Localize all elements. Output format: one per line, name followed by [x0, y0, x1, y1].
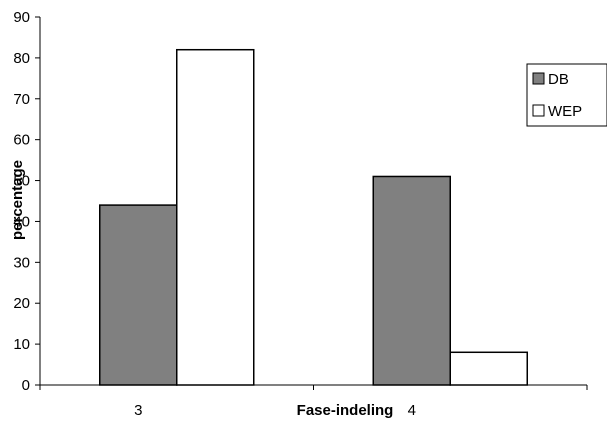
y-tick-label: 40 [13, 213, 30, 230]
bar-db-4 [372, 175, 451, 386]
y-axis-title: percentage [9, 160, 26, 240]
y-axis-ticks: 0 10 20 30 40 50 60 70 80 90 [13, 9, 40, 394]
bar-wep-3 [176, 48, 255, 386]
x-axis-title: Fase-indeling [297, 402, 394, 419]
legend-label-wep: WEP [548, 103, 582, 120]
y-tick-label: 50 [13, 173, 30, 190]
legend-swatch-db [532, 72, 545, 85]
x-tick-label: 4 [408, 402, 416, 419]
y-tick-label: 30 [13, 254, 30, 271]
bar-db-3 [99, 204, 178, 386]
x-tick-label: 3 [134, 402, 142, 419]
y-tick-label: 90 [13, 9, 30, 26]
bars [99, 48, 528, 386]
legend: DB WEP [526, 63, 607, 127]
bar-wep-4 [449, 351, 528, 386]
legend-label-db: DB [548, 71, 569, 88]
y-tick-label: 80 [13, 50, 30, 67]
y-tick-label: 60 [13, 132, 30, 149]
y-tick-label: 20 [13, 295, 30, 312]
y-tick-label: 0 [22, 377, 30, 394]
y-tick-label: 10 [13, 336, 30, 353]
legend-swatch-wep [532, 104, 545, 117]
y-tick-label: 70 [13, 91, 30, 108]
